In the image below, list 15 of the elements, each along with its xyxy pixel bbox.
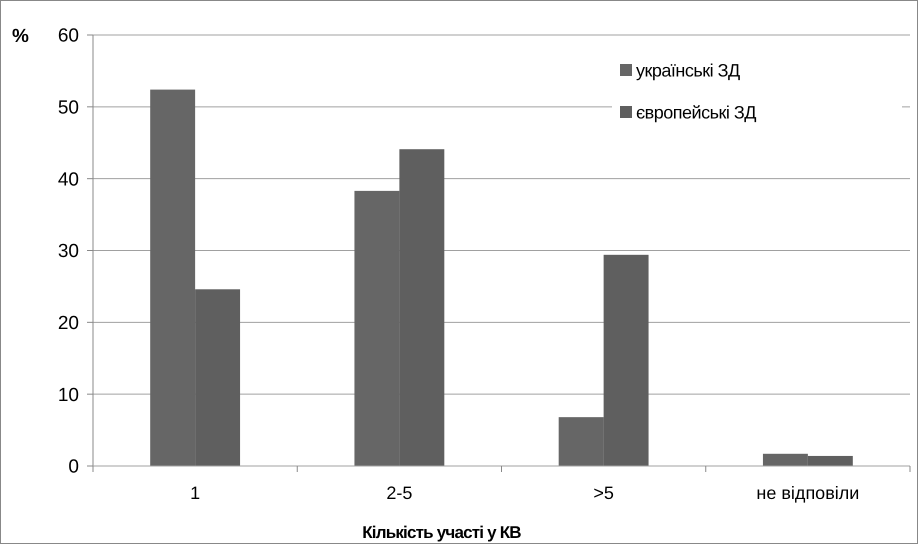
x-axis-title: Кількість участі у КВ — [362, 523, 522, 542]
x-tick-label: не відповіли — [756, 483, 860, 503]
y-tick-label: 20 — [58, 312, 79, 334]
legend-label: українські ЗД — [636, 60, 740, 80]
y-tick-label: 60 — [58, 26, 79, 47]
y-tick-label: 40 — [58, 169, 79, 190]
x-tick-label: 1 — [190, 483, 200, 503]
y-tick-label: 10 — [58, 384, 79, 406]
y-tick-label: 0 — [68, 456, 79, 478]
y-axis-title: % — [12, 26, 29, 47]
y-tick-label: 30 — [58, 241, 79, 262]
legend-label: європейські ЗД — [636, 102, 756, 122]
x-tick-label: >5 — [593, 483, 614, 503]
x-tick-label: 2-5 — [386, 483, 412, 503]
y-tick-label: 50 — [58, 97, 79, 118]
